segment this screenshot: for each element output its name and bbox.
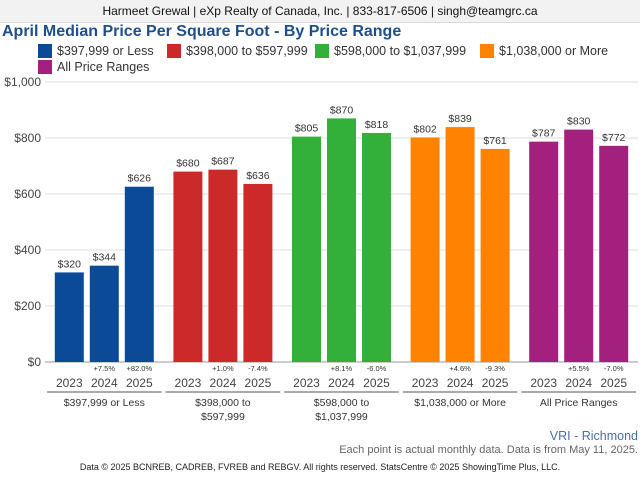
data-note: Each point is actual monthly data. Data … (339, 444, 638, 456)
bar-value-label: $772 (602, 132, 626, 144)
percent-change-label: +7.5% (94, 364, 116, 373)
bar (327, 118, 356, 363)
legend-swatch (38, 44, 52, 58)
legend-item: $598,000 to $1,037,999 (315, 44, 466, 58)
copyright-notice: Data © 2025 BCNREB, CADREB, FVREB and RE… (79, 462, 561, 472)
year-tick-label: 2025 (600, 376, 627, 390)
bar-value-label: $787 (532, 128, 556, 140)
year-tick-label: 2024 (91, 376, 118, 390)
bar (124, 186, 154, 362)
bar-value-label: $761 (483, 135, 507, 147)
y-tick-label: $0 (28, 355, 42, 369)
legend-swatch (480, 44, 494, 58)
y-tick-label: $1,000 (4, 75, 41, 89)
year-tick-label: 2025 (363, 376, 390, 390)
year-tick-label: 2023 (56, 376, 83, 390)
bar-value-label: $839 (448, 113, 472, 125)
bar-value-label: $626 (128, 173, 152, 185)
agent-contact-bar: Harmeet Grewal | eXp Realty of Canada, I… (0, 0, 640, 23)
bar-value-label: $320 (58, 258, 82, 270)
year-tick-label: 2024 (447, 376, 474, 390)
bar (54, 272, 84, 362)
year-tick-label: 2023 (530, 376, 557, 390)
legend-item: $1,038,000 or More (480, 44, 608, 58)
group-label: $398,000 to (195, 397, 251, 409)
legend-item: $398,000 to $597,999 (167, 44, 308, 58)
bar (89, 265, 119, 362)
bar (480, 148, 510, 362)
y-tick-label: $400 (14, 243, 41, 257)
legend-swatch (38, 60, 52, 74)
bar (208, 169, 238, 362)
year-tick-label: 2024 (328, 376, 355, 390)
bar-value-label: $830 (567, 116, 591, 128)
bar (410, 137, 440, 362)
bar-value-label: $818 (365, 119, 389, 131)
bar-chart: $0 $200 $400 $600 $800 $1,000 $320 2023 $344 +7.5… (4, 75, 638, 423)
year-tick-label: 2023 (293, 376, 320, 390)
bar (445, 127, 475, 362)
group-label: $597,999 (201, 411, 245, 423)
bar-value-label: $805 (295, 123, 319, 135)
legend-label: $398,000 to $597,999 (186, 44, 308, 58)
year-tick-label: 2024 (565, 376, 592, 390)
bar (564, 129, 594, 362)
percent-change-label: +4.6% (449, 364, 471, 373)
region-label: VRI - Richmond (549, 429, 638, 443)
legend-label: $598,000 to $1,037,999 (334, 44, 467, 58)
group-label: All Price Ranges (540, 397, 618, 409)
legend-label: All Price Ranges (57, 60, 150, 74)
group-label: $1,037,999 (315, 411, 368, 423)
year-tick-label: 2023 (412, 376, 439, 390)
bar-value-label: $636 (246, 170, 270, 182)
bar (173, 171, 203, 362)
y-tick-label: $600 (14, 187, 41, 201)
percent-change-label: +82.0% (126, 364, 152, 373)
group-label: $1,038,000 or More (414, 397, 506, 409)
bar (292, 136, 321, 362)
group-label: $598,000 to (314, 397, 370, 409)
bar (529, 141, 559, 362)
bar (243, 183, 273, 362)
bar (599, 145, 629, 362)
percent-change-label: -7.4% (248, 364, 268, 373)
bar-value-label: $802 (413, 123, 437, 135)
legend-label: $1,038,000 or More (499, 44, 609, 58)
year-tick-label: 2025 (245, 376, 272, 390)
bar (362, 132, 391, 362)
bar-value-label: $687 (211, 156, 235, 168)
chart-title: April Median Price Per Square Foot - By … (2, 23, 402, 40)
year-tick-label: 2025 (126, 376, 153, 390)
percent-change-label: -7.0% (604, 364, 624, 373)
bar-value-label: $344 (93, 252, 117, 264)
year-tick-label: 2025 (482, 376, 509, 390)
percent-change-label: +5.5% (568, 364, 590, 373)
y-tick-label: $800 (14, 131, 41, 145)
legend-swatch (167, 44, 181, 58)
percent-change-label: +8.1% (331, 364, 353, 373)
y-tick-label: $200 (14, 299, 41, 313)
legend-item: All Price Ranges (38, 60, 149, 74)
legend-label: $397,999 or Less (57, 44, 154, 58)
year-tick-label: 2023 (175, 376, 202, 390)
percent-change-label: +1.0% (212, 364, 234, 373)
legend-item: $397,999 or Less (38, 44, 154, 58)
percent-change-label: -6.0% (367, 364, 387, 373)
bar-value-label: $870 (330, 104, 354, 116)
percent-change-label: -9.3% (485, 364, 505, 373)
bar-value-label: $680 (176, 158, 200, 170)
legend-swatch (315, 44, 329, 58)
group-label: $397,999 or Less (64, 397, 145, 409)
year-tick-label: 2024 (210, 376, 237, 390)
